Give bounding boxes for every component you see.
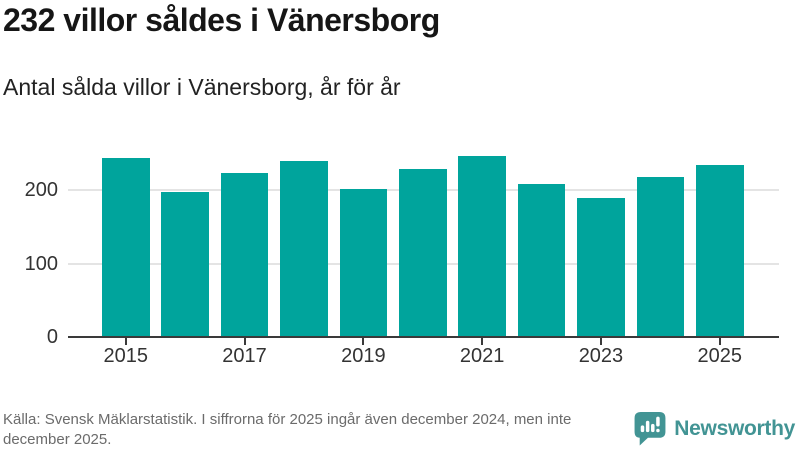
chart-subtitle: Antal sålda villor i Vänersborg, år för …: [3, 74, 401, 100]
chart-bar-2019: [339, 189, 388, 336]
chart-bar-2023: [577, 197, 625, 336]
x-tick-label-2021: 2021: [459, 345, 505, 367]
chart-bar-2025: [696, 165, 744, 336]
source-note: Källa: Svensk Mäklarstatistik. I siffror…: [3, 411, 572, 448]
x-tick-label-2023: 2023: [578, 345, 624, 367]
x-tick-label-2019: 2019: [341, 345, 386, 367]
y-axis: 0 100 200: [0, 140, 58, 348]
chart-title: 232 villor såldes i Vänersborg: [3, 2, 440, 38]
chart-bar-2021: [458, 155, 506, 336]
chart-bar-2022: [517, 183, 566, 336]
chart-bar-2017: [220, 172, 269, 336]
y-tick-label-100: 100: [24, 252, 58, 275]
x-tick-mark-2019: [362, 338, 365, 345]
newsworthy-logo-text: Newsworthy: [674, 416, 795, 440]
plot-area: 2015 2017 2019 2021 2023 2025: [68, 140, 779, 367]
x-tick-mark-2021: [481, 338, 484, 345]
newsworthy-speech-bubble-bar-chart-icon: [634, 412, 666, 446]
x-tick-label-2017: 2017: [222, 345, 267, 367]
y-tick-label-200: 200: [24, 179, 58, 201]
chart-bar-2020: [399, 169, 447, 336]
x-tick-label-2015: 2015: [103, 345, 149, 367]
x-tick-mark-2023: [599, 338, 602, 345]
x-tick-mark-2025: [718, 338, 721, 345]
chart-bar-2016: [161, 191, 209, 336]
chart-bar-2015: [102, 158, 150, 336]
chart-bar-2024: [636, 176, 685, 336]
x-axis-line: [68, 336, 779, 338]
y-tick-label-0: 0: [46, 326, 58, 348]
x-tick-mark-2017: [243, 338, 246, 345]
chart-bar-2018: [280, 161, 328, 336]
x-tick-mark-2015: [124, 338, 127, 345]
x-tick-label-2025: 2025: [697, 345, 743, 367]
newsworthy-logo: Newsworthy: [633, 411, 795, 446]
